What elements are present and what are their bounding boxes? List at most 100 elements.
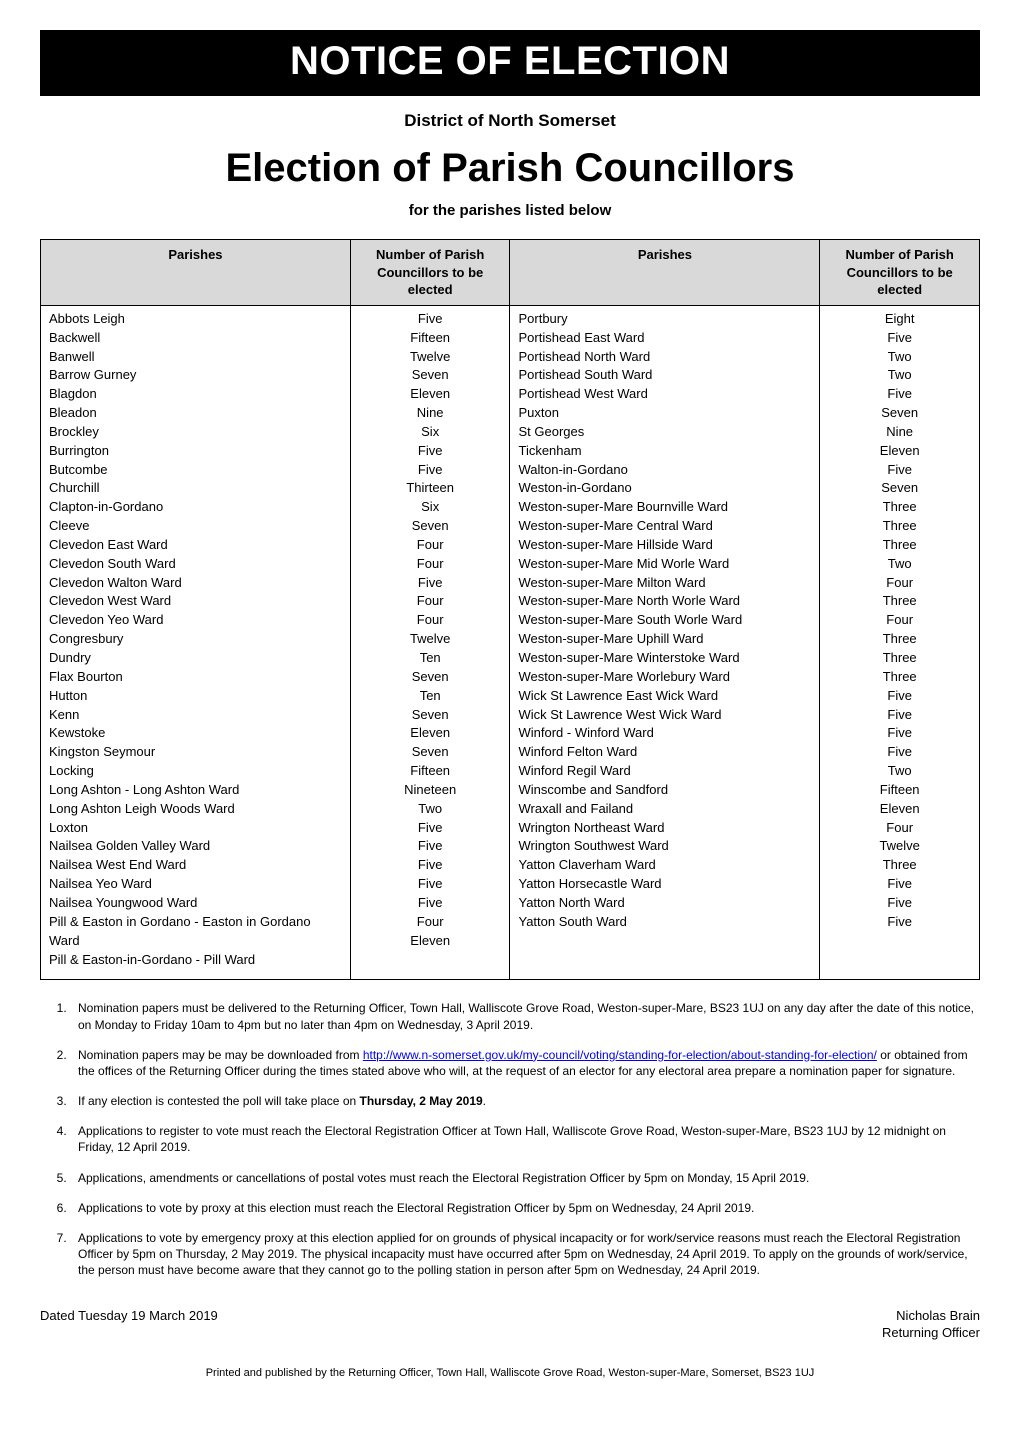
note-3-post: . xyxy=(483,1094,486,1108)
parish-name: Weston-in-Gordano xyxy=(518,479,811,498)
left-parish-counts-cell: FiveFifteenTwelveSevenElevenNineSixFiveF… xyxy=(350,305,510,980)
parish-count: Ten xyxy=(359,649,502,668)
right-parish-counts-cell: EightFiveTwoTwoFiveSevenNineElevenFiveSe… xyxy=(820,305,980,980)
parish-count: Five xyxy=(359,875,502,894)
parish-count: Four xyxy=(828,611,971,630)
parish-name: Wrington Northeast Ward xyxy=(518,819,811,838)
note-1: Nomination papers must be delivered to t… xyxy=(70,1000,980,1032)
parish-count: Four xyxy=(359,913,502,932)
parish-count: Two xyxy=(828,366,971,385)
note-2-link[interactable]: http://www.n-somerset.gov.uk/my-council/… xyxy=(363,1048,877,1062)
parish-count: Six xyxy=(359,498,502,517)
parish-count: Seven xyxy=(828,404,971,423)
parish-count: Three xyxy=(828,536,971,555)
parish-count: Twelve xyxy=(359,630,502,649)
parish-count: Two xyxy=(828,348,971,367)
parish-count: Five xyxy=(359,856,502,875)
parish-name: Clevedon West Ward xyxy=(49,592,342,611)
parish-count: Thirteen xyxy=(359,479,502,498)
note-7: Applications to vote by emergency proxy … xyxy=(70,1230,980,1279)
note-4: Applications to register to vote must re… xyxy=(70,1123,980,1155)
th-count-left: Number of Parish Councillors to be elect… xyxy=(350,240,510,306)
parish-count: Five xyxy=(359,819,502,838)
parish-name: Kingston Seymour xyxy=(49,743,342,762)
parish-name: Winford Regil Ward xyxy=(518,762,811,781)
th-parishes-left: Parishes xyxy=(41,240,351,306)
right-parish-names-cell: PortburyPortishead East WardPortishead N… xyxy=(510,305,820,980)
parish-name: Barrow Gurney xyxy=(49,366,342,385)
parish-count: Three xyxy=(828,856,971,875)
parish-name: Butcombe xyxy=(49,461,342,480)
parish-count: Seven xyxy=(359,743,502,762)
parish-name: Yatton Horsecastle Ward xyxy=(518,875,811,894)
parish-name: Clevedon Walton Ward xyxy=(49,574,342,593)
parish-count: Nineteen xyxy=(359,781,502,800)
parish-name: Loxton xyxy=(49,819,342,838)
parish-count: Five xyxy=(828,724,971,743)
parish-count: Four xyxy=(359,611,502,630)
parish-name: Kewstoke xyxy=(49,724,342,743)
parish-name: Clapton-in-Gordano xyxy=(49,498,342,517)
parish-count: Five xyxy=(359,837,502,856)
parish-count: Four xyxy=(828,574,971,593)
parish-count: Two xyxy=(828,555,971,574)
parish-count: Fifteen xyxy=(828,781,971,800)
parish-name: Wrington Southwest Ward xyxy=(518,837,811,856)
parish-name: Weston-super-Mare Worlebury Ward xyxy=(518,668,811,687)
parish-count: Eleven xyxy=(359,932,502,951)
parish-count: Two xyxy=(359,800,502,819)
footer-name: Nicholas Brain xyxy=(882,1307,980,1325)
footer-dated: Dated Tuesday 19 March 2019 xyxy=(40,1307,218,1342)
parish-name: Wick St Lawrence East Wick Ward xyxy=(518,687,811,706)
parish-name: Backwell xyxy=(49,329,342,348)
parish-name: Clevedon East Ward xyxy=(49,536,342,555)
parish-name: St Georges xyxy=(518,423,811,442)
parish-count: Five xyxy=(828,687,971,706)
parish-count: Five xyxy=(828,329,971,348)
parish-name: Flax Bourton xyxy=(49,668,342,687)
parish-name: Long Ashton Leigh Woods Ward xyxy=(49,800,342,819)
parish-name: Cleeve xyxy=(49,517,342,536)
print-line: Printed and published by the Returning O… xyxy=(40,1366,980,1381)
note-3-pre: If any election is contested the poll wi… xyxy=(78,1094,360,1108)
parish-count: Seven xyxy=(828,479,971,498)
parish-count: Four xyxy=(359,536,502,555)
district-line: District of North Somerset xyxy=(40,110,980,133)
notes-list: Nomination papers must be delivered to t… xyxy=(40,1000,980,1278)
parish-count: Five xyxy=(828,461,971,480)
parish-name: Clevedon South Ward xyxy=(49,555,342,574)
note-2-pre: Nomination papers may be may be download… xyxy=(78,1048,363,1062)
parish-name: Winscombe and Sandford xyxy=(518,781,811,800)
parish-count: Fifteen xyxy=(359,762,502,781)
parish-name: Puxton xyxy=(518,404,811,423)
th-parishes-right: Parishes xyxy=(510,240,820,306)
parish-name: Pill & Easton-in-Gordano - Pill Ward xyxy=(49,951,342,970)
parish-count: Five xyxy=(828,706,971,725)
parish-count: Three xyxy=(828,649,971,668)
note-3: If any election is contested the poll wi… xyxy=(70,1093,980,1109)
parish-name: Congresbury xyxy=(49,630,342,649)
parish-name: Yatton North Ward xyxy=(518,894,811,913)
parish-count: Seven xyxy=(359,366,502,385)
footer: Dated Tuesday 19 March 2019 Nicholas Bra… xyxy=(40,1307,980,1342)
parish-count: Seven xyxy=(359,517,502,536)
parish-count: Eight xyxy=(828,310,971,329)
parish-count: Three xyxy=(828,630,971,649)
parish-count: Nine xyxy=(828,423,971,442)
parish-count: Four xyxy=(359,555,502,574)
parish-count: Six xyxy=(359,423,502,442)
footer-role: Returning Officer xyxy=(882,1324,980,1342)
parish-count: Five xyxy=(359,461,502,480)
parish-count: Eleven xyxy=(828,800,971,819)
note-2: Nomination papers may be may be download… xyxy=(70,1047,980,1079)
parish-count: Five xyxy=(828,385,971,404)
parish-name: Weston-super-Mare Mid Worle Ward xyxy=(518,555,811,574)
banner-title: NOTICE OF ELECTION xyxy=(40,34,980,88)
parish-name: Kenn xyxy=(49,706,342,725)
th-count-right: Number of Parish Councillors to be elect… xyxy=(820,240,980,306)
parish-name: Dundry xyxy=(49,649,342,668)
note-5: Applications, amendments or cancellation… xyxy=(70,1170,980,1186)
parish-name: Winford Felton Ward xyxy=(518,743,811,762)
note-3-bold: Thursday, 2 May 2019 xyxy=(360,1094,483,1108)
parish-count: Four xyxy=(359,592,502,611)
